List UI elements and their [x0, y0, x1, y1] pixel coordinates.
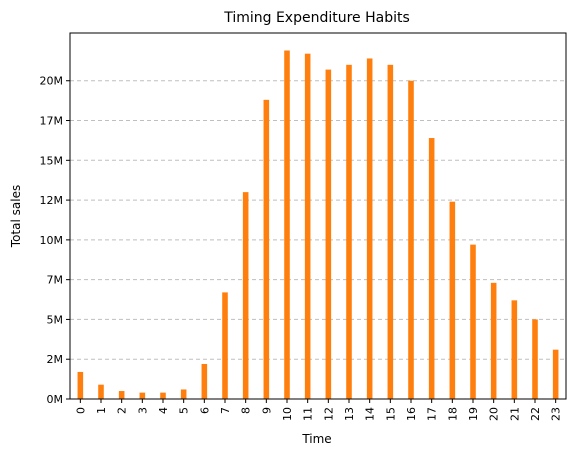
plot-frame — [69, 32, 567, 400]
y-tick-label: 10M — [40, 234, 64, 247]
x-tick-label: 20 — [488, 407, 501, 421]
y-axis-label: Total sales — [9, 185, 23, 248]
bar-14 — [366, 58, 373, 399]
x-tick-label: 17 — [426, 407, 439, 421]
bar-15 — [387, 64, 394, 400]
bar-12 — [325, 69, 332, 399]
y-tick-label: 2M — [47, 353, 64, 366]
y-tick-label: 15M — [40, 154, 64, 167]
x-tick-label: 18 — [446, 407, 459, 421]
y-tick-label: 17M — [40, 115, 64, 128]
x-tick-label: 12 — [322, 407, 335, 421]
bar-18 — [449, 201, 456, 399]
y-tick-label: 7M — [47, 274, 64, 287]
x-tick-label: 1 — [95, 407, 108, 414]
x-tick-label: 19 — [467, 407, 480, 421]
bar-3 — [139, 392, 146, 399]
bar-9 — [263, 99, 270, 400]
x-tick-label: 11 — [302, 407, 315, 421]
x-tick-label: 0 — [74, 407, 87, 414]
x-tick-label: 16 — [405, 407, 418, 421]
x-tick-label: 23 — [550, 407, 563, 421]
x-tick-label: 2 — [116, 407, 129, 414]
x-tick-label: 4 — [157, 407, 170, 414]
x-axis-label: Time — [301, 432, 331, 446]
x-tick-label: 9 — [260, 407, 273, 414]
bar-8 — [242, 192, 249, 399]
y-tick-label: 20M — [40, 75, 64, 88]
x-tick-label: 3 — [136, 407, 149, 414]
bar-11 — [304, 53, 311, 400]
x-tick-label: 22 — [529, 407, 542, 421]
bar-20 — [490, 282, 497, 399]
bar-2 — [118, 391, 125, 399]
bar-1 — [98, 384, 104, 399]
x-tick-label: 13 — [343, 407, 356, 421]
x-tick-label: 5 — [178, 407, 191, 414]
bars — [77, 50, 559, 400]
bar-10 — [284, 50, 290, 400]
y-tick-label: 0M — [47, 393, 64, 406]
x-tick-label: 6 — [198, 407, 211, 414]
x-tick-label: 14 — [364, 407, 377, 421]
x-tick-label: 7 — [219, 407, 232, 414]
x-tick-label: 10 — [281, 407, 294, 421]
bar-0 — [77, 371, 84, 399]
bar-5 — [180, 389, 187, 399]
y-axis: 0M 2M 5M 7M 10M 12M 15M 17M 20M — [40, 75, 70, 406]
bar-7 — [222, 292, 228, 399]
y-tick-label: 12M — [40, 194, 64, 207]
grid-lines — [70, 80, 566, 360]
bar-6 — [201, 363, 208, 399]
x-tick-label: 8 — [240, 407, 253, 414]
chart-title: Timing Expenditure Habits — [223, 10, 410, 26]
bar-4 — [160, 392, 166, 399]
bar-22 — [532, 319, 538, 399]
x-tick-label: 21 — [508, 407, 521, 421]
bar-17 — [428, 138, 435, 399]
bar-21 — [511, 300, 518, 399]
bar-19 — [470, 244, 476, 399]
bar-16 — [408, 80, 414, 399]
bar-13 — [346, 64, 352, 400]
x-axis: 0 1 2 3 4 5 6 7 8 9 10 11 12 13 14 15 16 17 18 19 20 21 22 23 — [74, 399, 563, 421]
x-tick-label: 15 — [384, 407, 397, 421]
y-tick-label: 5M — [47, 313, 64, 326]
bar-23 — [552, 349, 559, 399]
